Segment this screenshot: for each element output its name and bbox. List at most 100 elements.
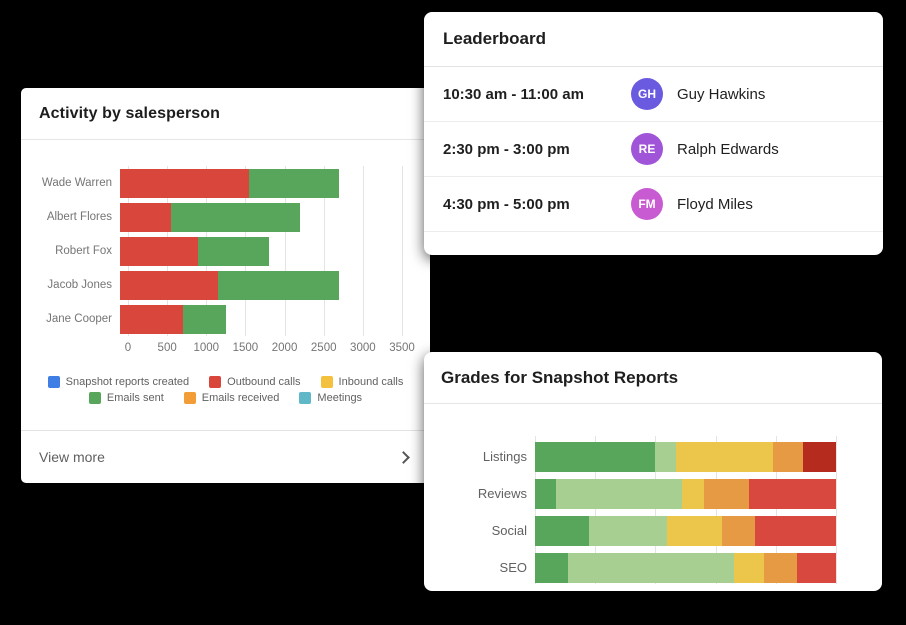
leaderboard-title: Leaderboard [443,29,546,48]
grid-line [402,166,403,336]
stacked-bar [120,270,394,300]
bar-segment [796,552,836,583]
chevron-right-icon [397,450,410,464]
grid-line [715,436,717,584]
leaderboard-rows: 10:30 am - 11:00 am GH Guy Hawkins 2:30 pm … [424,67,883,232]
axis-tick: 1500 [232,342,259,354]
bar-segment [535,441,656,472]
bar-row: Reviews [424,475,882,512]
bar-row: Listings [424,438,882,475]
bar-segment [748,478,836,509]
time-range: 4:30 pm - 5:00 pm [443,195,570,213]
person-name: Floyd Miles [677,195,753,213]
legend-item[interactable]: Inbound calls [320,376,404,388]
grid-line [284,166,286,336]
view-more-button[interactable]: View more [21,430,430,483]
legend-item[interactable]: Emails sent [88,392,164,404]
bar-segment [682,478,704,509]
category-label: Reviews [477,486,527,501]
stacked-bar [535,441,836,472]
grid-line [655,436,657,584]
grid-line [836,436,837,584]
legend-item[interactable]: Emails received [183,392,280,404]
bar-segment [120,202,171,232]
bar-segment [703,478,749,509]
list-item[interactable]: 4:30 pm - 5:00 pm FM Floyd Miles [424,177,883,232]
grid-line [775,436,777,584]
bar-row: Jane Cooper [21,302,430,336]
grid-line [595,436,597,584]
time-range: 2:30 pm - 3:00 pm [443,140,570,158]
bar-segment [721,515,755,546]
legend-label: Emails received [201,392,280,404]
category-label: Social [491,523,527,538]
legend-label: Inbound calls [338,376,404,388]
bar-row: Social [424,512,882,549]
axis-tick: 3500 [389,342,415,354]
legend-swatch-icon [320,376,333,388]
bar-segment [249,168,340,198]
list-item[interactable]: 10:30 am - 11:00 am GH Guy Hawkins [424,67,883,122]
view-more-label: View more [39,449,105,465]
stacked-bar [535,515,836,546]
card-header: Leaderboard [424,12,883,67]
leaderboard-card: Leaderboard 10:30 am - 11:00 am GH Guy Haw… [424,12,883,255]
bar-row: Robert Fox [21,234,430,268]
grades-rows: Listings Reviews Social SEO [424,438,882,586]
category-label: SEO [499,560,527,575]
bar-segment [535,552,569,583]
axis-tick: 1000 [193,342,220,354]
bar-row: Wade Warren [21,166,430,200]
bar-segment [120,236,199,266]
activity-rows: Wade Warren Albert Flores Robert Fox Jacob … [21,166,430,336]
bar-segment [217,270,340,300]
category-label: Albert Flores [46,211,112,223]
bar-segment [802,441,836,472]
axis-tick: 500 [157,342,177,354]
bar-segment [170,202,301,232]
person-name: Guy Hawkins [677,85,766,103]
bar-segment [120,270,218,300]
legend-swatch-icon [183,392,196,404]
legend-item[interactable]: Meetings [299,392,362,404]
bar-segment [182,304,226,334]
category-label: Listings [482,449,527,464]
category-label: Robert Fox [55,245,112,257]
axis-tick: 3000 [350,342,376,354]
grades-chart: Listings Reviews Social SEO [424,436,882,586]
chart-gridlines [535,436,837,584]
bar-segment [535,515,590,546]
bar-row: Albert Flores [21,200,430,234]
chart-legend: Snapshot reports created Outbound calls In… [21,376,430,404]
avatar: FM [631,188,663,220]
legend-item[interactable]: Snapshot reports created [47,376,189,388]
stacked-bar [120,236,394,266]
grades-card: Grades for Snapshot Reports Listings Revi… [424,352,882,591]
legend-row-1: Snapshot reports created Outbound calls In… [47,376,404,388]
legend-label: Emails sent [106,392,164,404]
axis-tick: 0 [124,342,132,354]
time-range: 10:30 am - 11:00 am [443,85,584,103]
legend-swatch-icon [209,376,222,388]
stacked-bar [535,552,836,583]
bar-segment [556,478,683,509]
activity-chart: Wade Warren Albert Flores Robert Fox Jacob … [21,166,430,362]
bar-segment [754,515,836,546]
bar-segment [655,441,677,472]
bar-segment [772,441,803,472]
avatar: GH [631,78,663,110]
stacked-bar [120,304,394,334]
page-title: Activity by salesperson [39,104,221,122]
legend-item[interactable]: Outbound calls [209,376,301,388]
bar-segment [120,168,250,198]
activity-axis: 0 500 1000 1500 2000 2500 3000 3500 [124,342,415,356]
list-item[interactable]: 2:30 pm - 3:00 pm RE Ralph Edwards [424,122,883,177]
bar-segment [589,515,668,546]
category-label: Jane Cooper [46,313,112,325]
legend-label: Outbound calls [227,376,301,388]
grid-line [535,436,536,584]
legend-row-2: Emails sent Emails received Meetings [88,392,362,404]
grades-title: Grades for Snapshot Reports [441,367,679,387]
bar-segment [763,552,797,583]
